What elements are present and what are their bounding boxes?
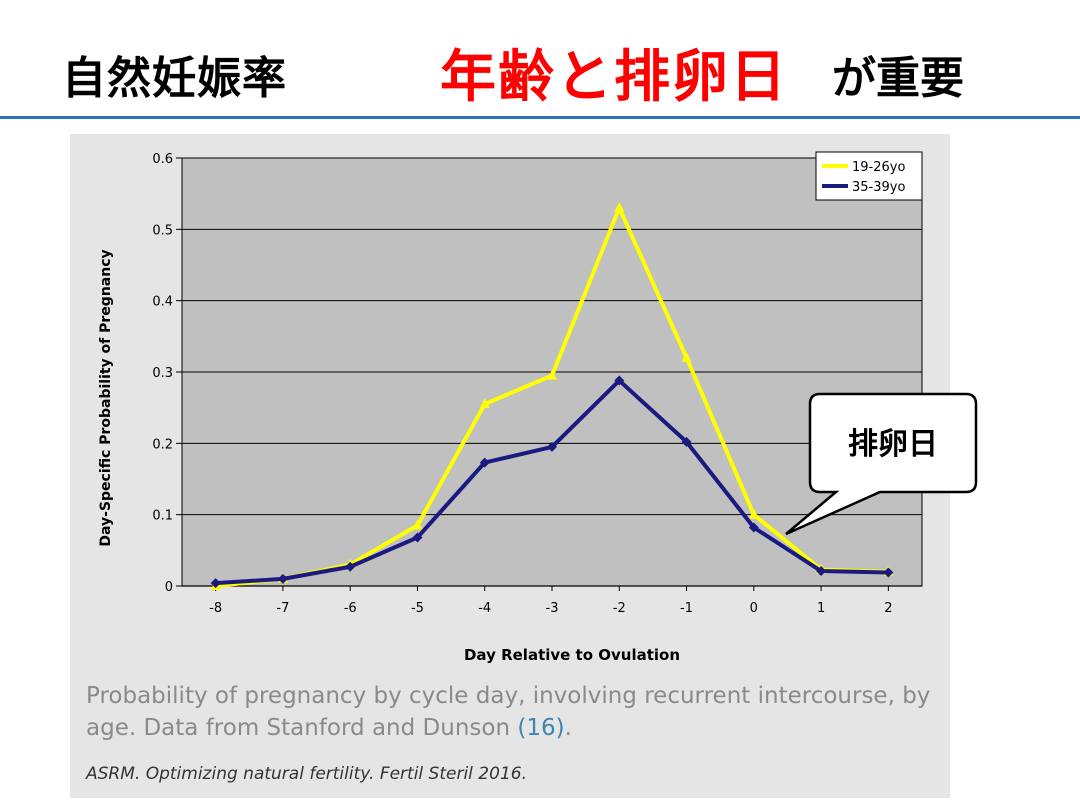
data-point (681, 436, 692, 447)
data-point (547, 441, 557, 452)
title-tail: が重要 (832, 53, 964, 104)
slide-title: 自然妊娠率 年齢と排卵日 が重要 (0, 0, 1080, 118)
y-tick-label: 0.2 (152, 437, 173, 452)
fertility-chart: 0 0.1 0.2 0.3 0.4 0.5 0.6 -8 -7 -6 -5 -4 -3 -2 -1 0 1 2 D… (98, 151, 923, 664)
data-point (816, 566, 827, 577)
y-tick-label: 0.6 (152, 152, 173, 167)
x-tick-label: -8 (209, 601, 222, 616)
data-point (547, 369, 557, 380)
data-point (210, 578, 221, 589)
data-point (748, 508, 759, 519)
data-point (614, 201, 625, 212)
caption-period: . (564, 715, 572, 741)
figure-caption: Probability of pregnancy by cycle day, i… (86, 680, 946, 744)
series-layer (210, 201, 894, 590)
data-point (412, 519, 423, 530)
title-divider (0, 116, 1080, 119)
y-tick-label: 0 (165, 580, 173, 595)
x-tick-label: -7 (276, 601, 289, 616)
data-point (748, 522, 759, 533)
data-point (412, 532, 423, 543)
x-tick-label: -2 (613, 601, 626, 616)
x-tick-label: -6 (344, 601, 357, 616)
caption-text: Probability of pregnancy by cycle day, i… (86, 683, 931, 741)
x-tick-label: 0 (750, 601, 758, 616)
legend-label: 35-39yo (852, 180, 905, 195)
data-point (681, 351, 692, 362)
citation: ASRM. Optimizing natural fertility. Fert… (86, 764, 527, 784)
y-tick-label: 0.4 (152, 295, 173, 310)
y-tick-label: 0.3 (152, 366, 173, 381)
data-point (614, 375, 625, 386)
x-tick-label: 1 (817, 601, 825, 616)
y-axis-label: Day-Specific Probability of Pregnancy (98, 249, 114, 546)
legend: 19-26yo 35-39yo (815, 151, 923, 201)
x-axis-label: Day Relative to Ovulation (464, 646, 680, 664)
legend-box (815, 151, 923, 201)
data-point (277, 573, 288, 584)
data-point (479, 398, 490, 409)
x-tick-label: -1 (680, 601, 693, 616)
axes: 0 0.1 0.2 0.3 0.4 0.5 0.6 -8 -7 -6 -5 -4 -3 -2 -1 0 1 2 (152, 152, 922, 616)
x-tick-label: -3 (546, 601, 559, 616)
x-tick-label: -5 (411, 601, 424, 616)
title-main: 自然妊娠率 (62, 53, 287, 104)
data-point (345, 561, 356, 572)
series-35-39yo (210, 375, 894, 589)
data-point (479, 457, 490, 468)
caption-reference-link[interactable]: (16) (517, 715, 565, 741)
x-tick-label: 2 (884, 601, 892, 616)
data-point (883, 567, 894, 578)
legend-label: 19-26yo (852, 160, 905, 175)
y-tick-label: 0.5 (152, 223, 173, 238)
x-tick-label: -4 (478, 601, 491, 616)
figure-panel: 0 0.1 0.2 0.3 0.4 0.5 0.6 -8 -7 -6 -5 -4 -3 -2 -1 0 1 2 D… (70, 134, 950, 798)
y-tick-label: 0.1 (152, 509, 173, 524)
title-accent: 年齢と排卵日 (440, 45, 788, 110)
